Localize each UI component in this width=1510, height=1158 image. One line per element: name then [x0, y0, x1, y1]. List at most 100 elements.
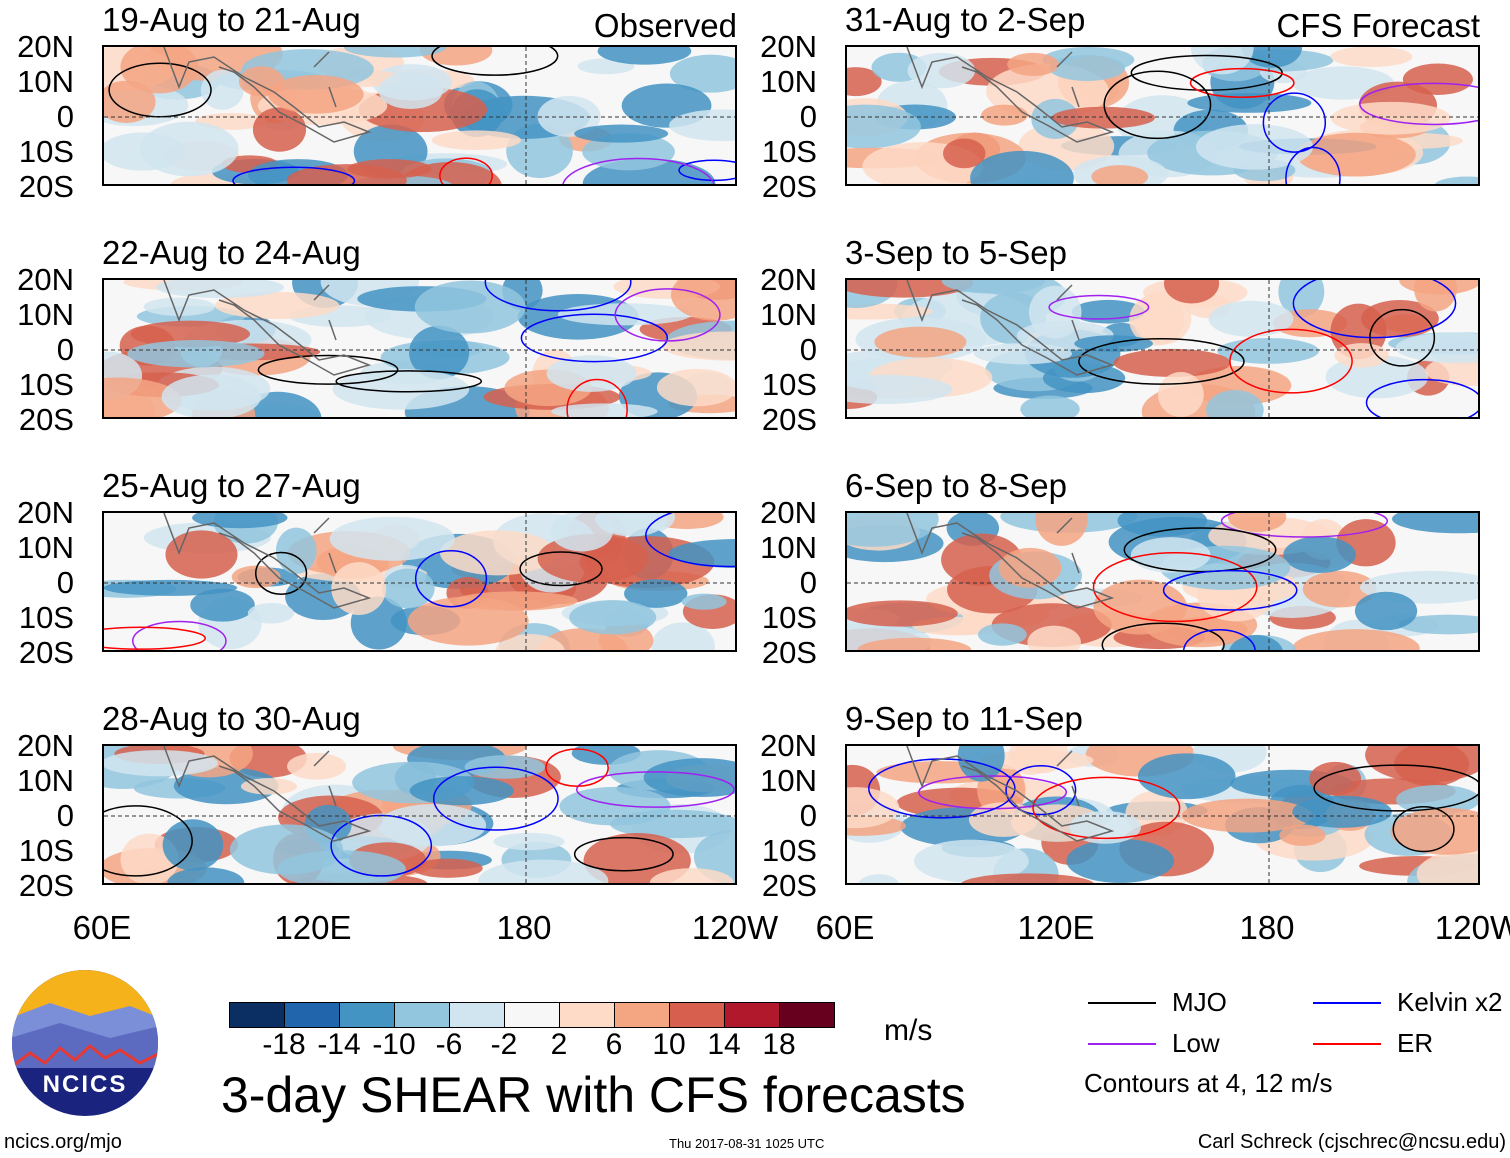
wave-contour	[566, 378, 628, 417]
lat-tick-label: 10N	[760, 297, 817, 332]
panel-title: 25-Aug to 27-Aug	[102, 467, 361, 504]
colorbar-swatch	[670, 1003, 725, 1027]
colorbar-tick-label: -18	[262, 1028, 306, 1061]
colorbar-swatch	[230, 1003, 285, 1027]
shear-shading	[104, 80, 156, 123]
shear-shading	[1091, 165, 1149, 184]
shear-shading	[1302, 570, 1377, 608]
legend-label: MJO	[1172, 987, 1227, 1017]
shear-shading	[167, 867, 245, 883]
lat-tick-label: 10S	[761, 833, 817, 868]
wave-contour	[1092, 551, 1258, 623]
colorbar	[229, 1002, 835, 1028]
shear-shading	[127, 340, 265, 368]
colorbar-tick-label: -14	[317, 1028, 361, 1061]
wave-contour	[562, 157, 715, 184]
colorbar-tick-label: 10	[652, 1028, 686, 1061]
shear-shading	[1395, 332, 1478, 363]
shear-shading	[1137, 753, 1236, 800]
legend-label: ER	[1397, 1028, 1434, 1058]
shear-shading	[847, 104, 921, 149]
legend-line	[1088, 1002, 1156, 1004]
shear-shading	[1241, 47, 1303, 68]
lat-tick-label: 20S	[761, 868, 817, 903]
wave-contour	[678, 159, 735, 182]
colorbar-tick-label: 2	[550, 1028, 568, 1061]
shear-shading	[981, 104, 1028, 126]
wave-contour	[1285, 146, 1341, 184]
wave-contour	[1313, 764, 1478, 812]
shear-shading	[268, 74, 364, 114]
shear-shading	[681, 593, 727, 610]
shear-shading	[165, 530, 238, 579]
lat-tick-label: 20N	[17, 728, 74, 763]
shear-shading	[559, 786, 671, 826]
coastline	[163, 746, 372, 842]
shear-shading	[439, 530, 556, 576]
shear-shading	[277, 850, 406, 883]
figure-title: 3-day SHEAR with CFS forecasts	[221, 1067, 966, 1123]
panel-title: 28-Aug to 30-Aug	[102, 700, 361, 737]
map-panel	[845, 45, 1480, 186]
lon-tick-label: 60E	[72, 909, 132, 946]
lon-tick-label: 180	[1239, 909, 1295, 946]
shear-shading	[557, 303, 692, 326]
contour-note: Contours at 4, 12 m/s	[1084, 1068, 1333, 1098]
site-url[interactable]: ncics.org/mjo	[4, 1131, 122, 1153]
panel-title: 3-Sep to 5-Sep	[845, 234, 1067, 271]
logo-text: NCICS	[43, 1071, 128, 1098]
shear-shading	[858, 874, 899, 883]
lat-tick-label: 20N	[760, 29, 817, 64]
shear-shading	[409, 776, 514, 806]
wave-contour	[645, 513, 735, 568]
shear-shading	[643, 758, 735, 798]
shear-shading	[1283, 536, 1356, 573]
shear-shading	[847, 787, 900, 829]
shear-shading	[537, 95, 601, 137]
shear-shading	[651, 622, 715, 650]
shear-shading	[214, 291, 340, 320]
shear-shading	[595, 513, 668, 537]
wave-contour	[545, 748, 609, 788]
shear-shading	[407, 596, 529, 646]
shear-shading	[1354, 591, 1418, 631]
shear-shading	[1416, 850, 1478, 883]
lat-tick-label: 10S	[18, 600, 74, 635]
wave-contour	[1183, 628, 1256, 650]
shear-shading	[431, 130, 521, 151]
wave-contour	[1123, 527, 1277, 573]
wave-contour	[104, 626, 206, 650]
shear-shading	[200, 69, 244, 110]
lat-tick-label: 20N	[17, 29, 74, 64]
legend-line	[1313, 1043, 1381, 1045]
colorbar-swatch	[560, 1003, 615, 1027]
lat-tick-label: 20S	[18, 169, 74, 204]
colorbar-tick-label: 14	[707, 1028, 741, 1061]
lat-tick-label: 20N	[760, 262, 817, 297]
map-panel	[845, 744, 1480, 885]
shear-shading	[1330, 101, 1451, 135]
colorbar-tick-label: -10	[372, 1028, 416, 1061]
shear-shading	[597, 47, 692, 65]
shear-shading	[656, 368, 735, 407]
wave-contour	[1189, 67, 1295, 98]
shear-shading	[961, 873, 1094, 883]
coastline	[906, 47, 1115, 143]
shear-shading	[332, 368, 470, 410]
shear-shading	[104, 377, 182, 417]
shear-shading	[120, 47, 199, 94]
shear-shading	[252, 107, 307, 152]
lat-tick-label: 10N	[17, 763, 74, 798]
shear-shading	[1425, 355, 1478, 386]
shear-shading	[913, 839, 1029, 883]
wave-contour	[104, 805, 193, 877]
wave-contour	[1162, 569, 1298, 611]
shear-shading	[1069, 810, 1141, 844]
wave-contour	[1048, 294, 1150, 320]
legend-label: Kelvin x2	[1397, 987, 1503, 1017]
shear-shading	[287, 752, 347, 780]
lat-tick-label: 0	[799, 798, 817, 833]
wave-contour	[1130, 54, 1283, 91]
shear-shading	[1027, 625, 1081, 650]
shear-shading	[247, 602, 295, 624]
